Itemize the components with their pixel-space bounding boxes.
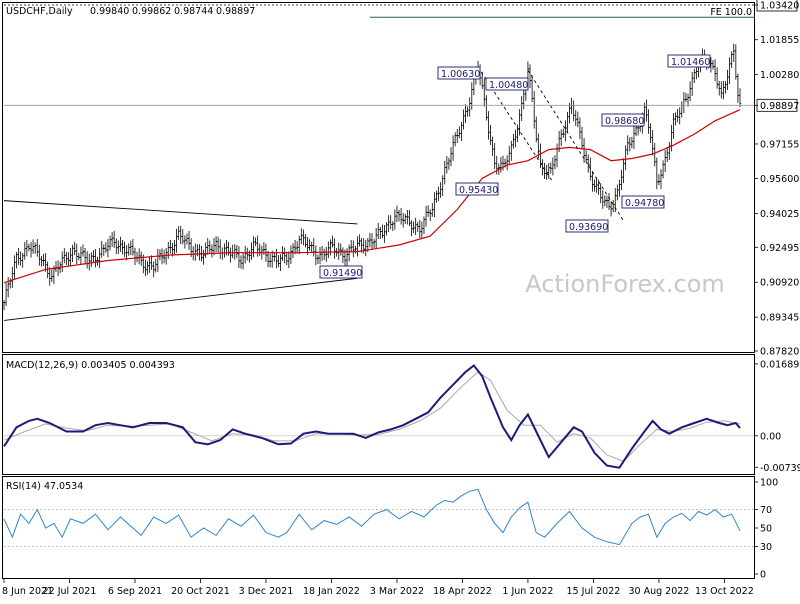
rsi-panel (2, 476, 755, 579)
rsi-line (3, 488, 741, 546)
price-tick-label: 1.01855 (760, 35, 799, 46)
x-tick-label: 15 Jul 2022 (567, 586, 621, 597)
macd-axis: 0.016893 0.00 -0.007393 (754, 359, 800, 474)
annotation-label: 0.98680 (605, 116, 644, 127)
moving-average-line (3, 109, 741, 284)
annotation-label: 1.00630 (441, 69, 480, 80)
price-tick-label: 0.89345 (760, 313, 799, 324)
price-tick-label: 0.97155 (760, 139, 799, 150)
rsi-tick-label: 30 (760, 542, 772, 553)
rsi-tick-label: 50 (760, 524, 772, 535)
price-tick-label: 0.94025 (760, 209, 799, 220)
annotation-box (437, 66, 481, 80)
price-panel (2, 2, 755, 353)
price-axis: 1.03420 1.01855 1.00280 0.98897 0.97155 0.956… (754, 0, 799, 358)
price-tick-label: 0.90920 (760, 278, 799, 289)
price-plot: FE 100.0 1.00630 1.00480 0.95430 0.98680 1.01… (2, 4, 755, 321)
x-tick-label: 1 Jun 2022 (502, 586, 553, 597)
annotation-box (621, 195, 665, 209)
price-ohlc: 0.99840 0.99862 0.98744 0.98897 (90, 6, 255, 17)
trendline (3, 200, 358, 225)
macd-tick-label: 0.016893 (760, 359, 800, 370)
x-tick-label: 6 Sep 2021 (108, 586, 162, 597)
rsi-axis: 100 70 50 30 0 (754, 478, 778, 581)
x-tick-label: 13 Oct 2022 (695, 586, 754, 597)
x-tick-label: 18 Apr 2022 (433, 586, 492, 597)
watermark: ActionForex.com (525, 270, 725, 298)
x-tick-label: 3 Mar 2022 (370, 586, 424, 597)
price-tick-label: 0.87820 (760, 347, 799, 358)
macd-title: MACD(12,26,9) 0.003405 0.004393 (6, 360, 175, 371)
rsi-tick-label: 70 (760, 505, 772, 516)
rsi-tick-label: 100 (760, 478, 778, 489)
annotation-label: 0.95430 (459, 185, 498, 196)
rsi-plot (3, 488, 754, 547)
trendline (477, 66, 554, 183)
x-tick-label: 3 Dec 2021 (239, 586, 294, 597)
annotation-label: 0.91490 (323, 268, 362, 279)
macd-panel (2, 354, 755, 475)
annotation-box (667, 54, 711, 68)
annotation-label: 1.00480 (489, 80, 528, 91)
annotation-box (319, 265, 363, 279)
annotation-box (601, 113, 645, 127)
rsi-title: RSI(14) 47.0534 (6, 481, 83, 492)
x-tick-label: 22 Jul 2021 (43, 586, 97, 597)
price-tick-label: 0.95600 (760, 174, 799, 185)
x-tick-label: 30 Aug 2022 (628, 586, 689, 597)
price-tick-label: 1.00280 (760, 70, 799, 81)
trendline (3, 277, 358, 321)
x-tick-label: 18 Jan 2022 (303, 586, 360, 597)
price-title: USDCHF,Daily (6, 6, 73, 17)
annotation-box (455, 182, 499, 196)
ohlc-open: 0.99840 (90, 6, 129, 17)
ohlc-high: 0.99862 (132, 6, 171, 17)
macd-tick-label: 0.00 (760, 431, 781, 442)
ohlc-low: 0.98744 (174, 6, 213, 17)
x-tick-label: 8 Jun 2021 (2, 586, 53, 597)
macd-plot (3, 364, 754, 469)
ohlc-close: 0.98897 (216, 6, 255, 17)
annotation-box (485, 77, 529, 91)
x-tick-label: 20 Oct 2021 (171, 586, 230, 597)
price-tick-label: 1.03420 (760, 1, 799, 12)
macd-line (3, 364, 741, 469)
rsi-tick-label: 0 (760, 570, 766, 581)
fe-label: FE 100.0 (710, 7, 752, 18)
annotation-label: 0.94780 (625, 198, 664, 209)
annotation-label: 1.01460 (671, 57, 710, 68)
annotation-box (565, 219, 609, 233)
annotation-label: 0.93690 (569, 222, 608, 233)
macd-tick-label: -0.007393 (760, 463, 800, 474)
price-tick-label: 0.92495 (760, 243, 799, 254)
price-tick-label: 0.98897 (760, 101, 799, 112)
